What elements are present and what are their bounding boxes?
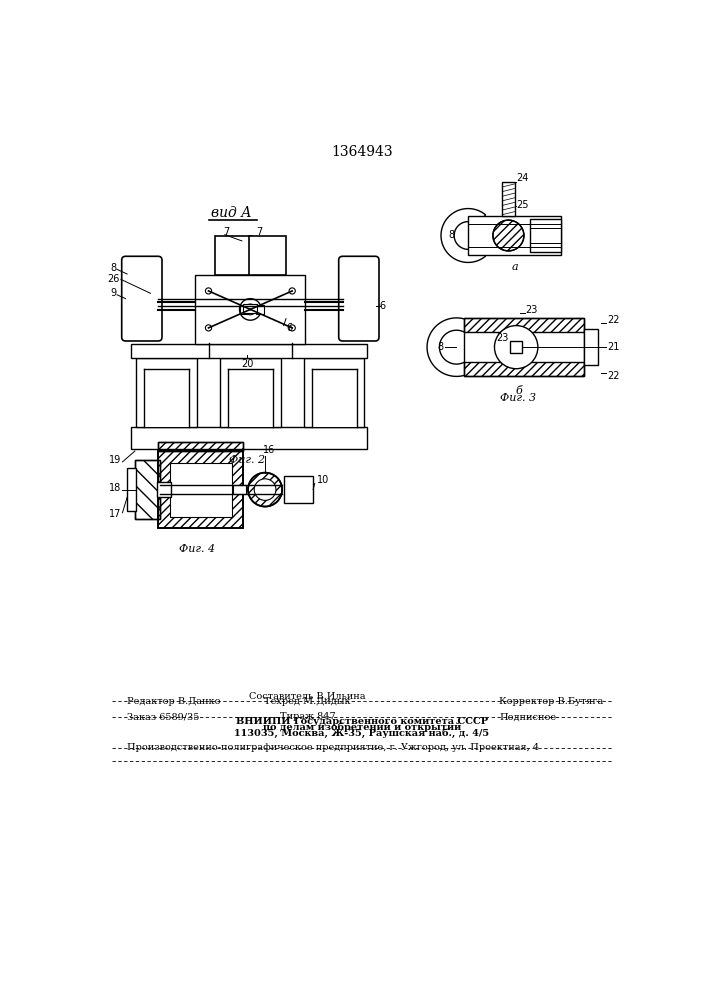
Circle shape: [245, 304, 256, 315]
Bar: [135, 460, 160, 519]
Text: Техред М.Дидык: Техред М.Дидык: [264, 697, 351, 706]
Bar: [304, 358, 364, 427]
Bar: [240, 305, 248, 314]
Circle shape: [240, 299, 261, 320]
Text: 24: 24: [516, 173, 529, 183]
Text: Подписное: Подписное: [499, 712, 556, 721]
Text: 6: 6: [380, 301, 386, 311]
Bar: [135, 460, 160, 519]
Text: 21: 21: [607, 342, 620, 352]
Text: 10: 10: [317, 475, 329, 485]
Text: 25: 25: [516, 200, 529, 210]
Bar: [464, 318, 585, 332]
Bar: [131, 344, 368, 358]
Circle shape: [494, 326, 538, 369]
Text: Заказ 6589/35: Заказ 6589/35: [127, 712, 199, 721]
Text: 8: 8: [437, 342, 443, 352]
Bar: [144, 369, 189, 427]
Circle shape: [255, 479, 276, 500]
Bar: [136, 358, 197, 427]
Bar: [127, 468, 136, 511]
Circle shape: [206, 325, 211, 331]
Text: вид А: вид А: [211, 206, 252, 220]
Text: 6: 6: [286, 323, 292, 333]
Bar: [284, 476, 313, 503]
Bar: [530, 219, 561, 252]
Bar: [228, 369, 273, 427]
Text: Составитель В.Ильина: Составитель В.Ильина: [250, 692, 366, 701]
Text: Редактор В.Данко: Редактор В.Данко: [127, 697, 221, 706]
Polygon shape: [427, 318, 474, 376]
Text: Фиг. 2: Фиг. 2: [229, 455, 265, 465]
Bar: [158, 442, 243, 451]
Text: Фиг. 3: Фиг. 3: [501, 393, 537, 403]
Text: 23: 23: [496, 333, 508, 343]
Bar: [510, 341, 522, 353]
Text: 16: 16: [263, 445, 275, 455]
Text: Корректор В.Бутяга: Корректор В.Бутяга: [499, 697, 603, 706]
Text: Фиг. 4: Фиг. 4: [179, 544, 215, 554]
Circle shape: [289, 288, 296, 294]
Text: 20: 20: [241, 359, 253, 369]
Bar: [502, 182, 515, 216]
Text: 22: 22: [607, 315, 620, 325]
Text: 17: 17: [109, 509, 121, 519]
Bar: [243, 304, 257, 313]
Text: Тираж 847: Тираж 847: [280, 712, 336, 721]
Bar: [464, 362, 585, 376]
Bar: [131, 427, 368, 449]
Text: а: а: [511, 262, 518, 272]
Bar: [158, 442, 243, 451]
Bar: [464, 318, 585, 376]
Text: 7: 7: [223, 227, 230, 237]
Circle shape: [248, 473, 282, 507]
Text: 7: 7: [256, 227, 262, 237]
Text: 19: 19: [109, 455, 121, 465]
Bar: [220, 358, 281, 427]
Text: 113035, Москва, Ж-35, Раушская наб., д. 4/5: 113035, Москва, Ж-35, Раушская наб., д. …: [235, 729, 489, 738]
Text: 18: 18: [109, 483, 121, 493]
Bar: [312, 369, 356, 427]
Bar: [158, 451, 243, 528]
Text: 9: 9: [110, 288, 116, 298]
Bar: [156, 482, 170, 497]
FancyBboxPatch shape: [122, 256, 162, 341]
Bar: [464, 362, 585, 376]
Bar: [170, 463, 232, 517]
Bar: [215, 236, 252, 275]
Bar: [585, 329, 598, 365]
Bar: [233, 485, 247, 494]
Text: по делам изобретений и открытий: по делам изобретений и открытий: [263, 723, 461, 732]
Bar: [256, 305, 264, 314]
Bar: [158, 451, 243, 528]
Text: Производственно-полиграфическое предприятие, г. Ужгород, ул. Проектная, 4: Производственно-полиграфическое предприя…: [127, 743, 539, 752]
Text: 1364943: 1364943: [331, 145, 393, 159]
FancyBboxPatch shape: [339, 256, 379, 341]
Text: 23: 23: [525, 305, 538, 315]
Text: б: б: [515, 386, 522, 396]
Polygon shape: [441, 209, 486, 262]
Text: 22: 22: [607, 371, 620, 381]
Text: 26: 26: [107, 274, 119, 284]
Bar: [195, 275, 305, 344]
Circle shape: [289, 325, 296, 331]
Bar: [464, 318, 585, 332]
Text: 8: 8: [448, 231, 454, 240]
Text: 8: 8: [110, 263, 116, 273]
Bar: [468, 216, 561, 255]
Circle shape: [206, 288, 211, 294]
Text: ВНИИПИ Государственного комитета СССР: ВНИИПИ Государственного комитета СССР: [236, 717, 488, 726]
Bar: [249, 236, 286, 275]
